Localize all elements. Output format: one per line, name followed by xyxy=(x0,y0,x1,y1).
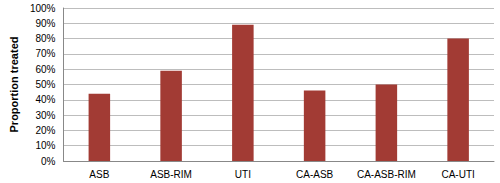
svg-text:70%: 70% xyxy=(35,48,55,59)
svg-text:50%: 50% xyxy=(35,79,55,90)
svg-text:100%: 100% xyxy=(30,3,56,14)
svg-text:90%: 90% xyxy=(35,18,55,29)
svg-text:40%: 40% xyxy=(35,94,55,105)
svg-text:60%: 60% xyxy=(35,64,55,75)
svg-text:80%: 80% xyxy=(35,33,55,44)
svg-text:Proportion treated: Proportion treated xyxy=(8,37,20,133)
svg-text:ASB: ASB xyxy=(89,169,109,180)
svg-text:CA-ASB: CA-ASB xyxy=(296,169,334,180)
svg-text:30%: 30% xyxy=(35,110,55,121)
svg-text:20%: 20% xyxy=(35,125,55,136)
svg-text:CA-ASB-RIM: CA-ASB-RIM xyxy=(357,169,416,180)
svg-text:0%: 0% xyxy=(41,156,56,167)
svg-text:UTI: UTI xyxy=(235,169,251,180)
svg-text:ASB-RIM: ASB-RIM xyxy=(150,169,192,180)
svg-text:CA-UTI: CA-UTI xyxy=(441,169,474,180)
svg-text:10%: 10% xyxy=(35,140,55,151)
